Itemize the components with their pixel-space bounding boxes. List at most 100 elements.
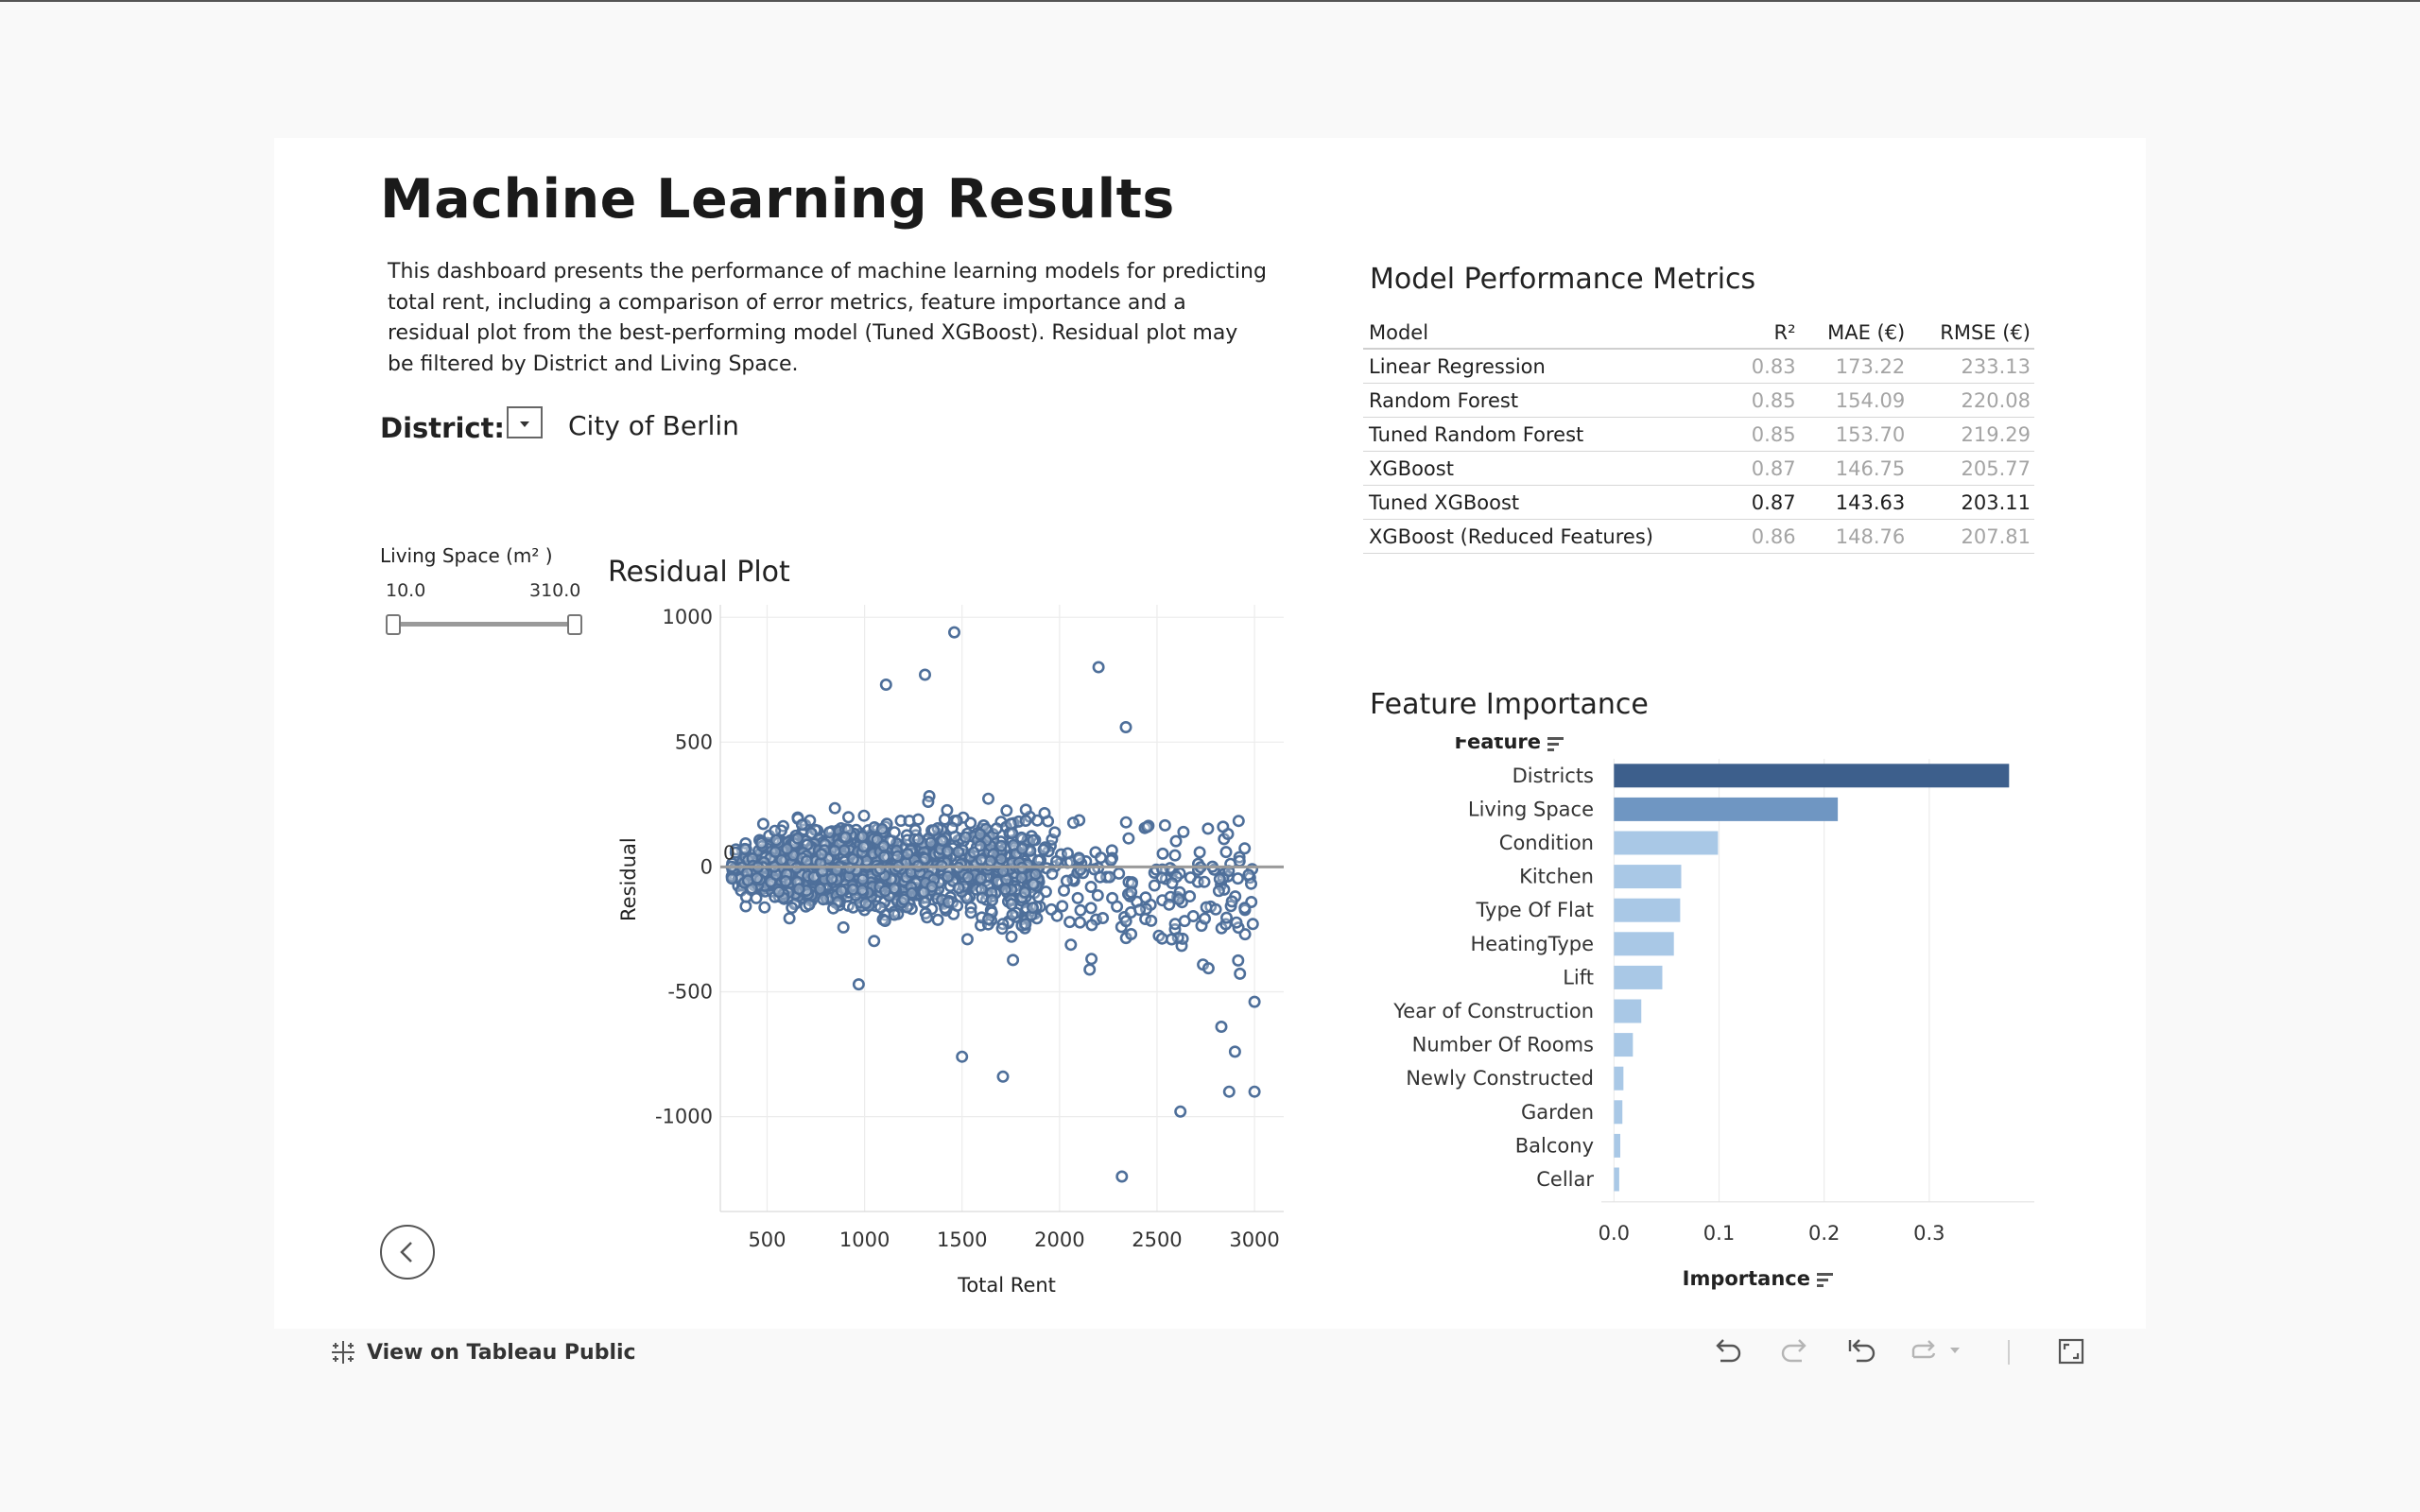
residual-point[interactable] xyxy=(1219,846,1233,859)
residual-point[interactable] xyxy=(911,813,925,826)
residual-point[interactable] xyxy=(1031,854,1045,868)
residual-point[interactable] xyxy=(1019,803,1032,816)
metrics-row[interactable]: Linear Regression 0.83 173.22 233.13 xyxy=(1363,349,2034,384)
residual-point[interactable] xyxy=(888,908,901,921)
residual-point[interactable] xyxy=(1248,1085,1261,1098)
residual-point[interactable] xyxy=(1031,890,1045,903)
residual-point[interactable] xyxy=(1155,871,1168,885)
residual-point[interactable] xyxy=(960,933,974,946)
residual-point[interactable] xyxy=(974,872,987,885)
residual-point[interactable] xyxy=(1106,891,1119,904)
residual-point[interactable] xyxy=(1026,902,1039,915)
residual-point[interactable] xyxy=(1139,891,1152,904)
sort-icon[interactable] xyxy=(1547,737,1564,751)
residual-point[interactable] xyxy=(1014,831,1028,844)
residual-point[interactable] xyxy=(846,883,859,896)
residual-point[interactable] xyxy=(959,831,972,844)
residual-point[interactable] xyxy=(1166,876,1179,889)
residual-point[interactable] xyxy=(1007,954,1020,967)
residual-point[interactable] xyxy=(1242,868,1255,882)
residual-point[interactable] xyxy=(804,827,818,840)
metrics-row[interactable]: Tuned Random Forest 0.85 153.70 219.29 xyxy=(1363,417,2034,452)
residual-point[interactable] xyxy=(1029,868,1043,881)
residual-point[interactable] xyxy=(874,901,888,914)
residual-point[interactable] xyxy=(1004,817,1017,831)
residual-point[interactable] xyxy=(1045,902,1058,916)
residual-point[interactable] xyxy=(1015,842,1028,855)
residual-point[interactable] xyxy=(1169,834,1183,848)
residual-point[interactable] xyxy=(828,844,841,857)
residual-point[interactable] xyxy=(921,911,934,924)
residual-point[interactable] xyxy=(878,914,891,927)
residual-point[interactable] xyxy=(1046,868,1059,881)
residual-point[interactable] xyxy=(786,902,799,915)
residual-point[interactable] xyxy=(859,897,873,910)
residual-point[interactable] xyxy=(1000,804,1013,817)
residual-point[interactable] xyxy=(1228,1045,1241,1058)
residual-point[interactable] xyxy=(1156,847,1169,860)
residual-point[interactable] xyxy=(1158,818,1171,832)
residual-point[interactable] xyxy=(1092,661,1105,674)
residual-point[interactable] xyxy=(1038,807,1051,820)
residual-point[interactable] xyxy=(878,885,891,898)
residual-point[interactable] xyxy=(756,817,769,831)
residual-point[interactable] xyxy=(1231,872,1244,885)
residual-point[interactable] xyxy=(1125,927,1138,940)
residual-point[interactable] xyxy=(783,912,796,925)
residual-point[interactable] xyxy=(1186,909,1200,922)
residual-point[interactable] xyxy=(998,883,1011,896)
residual-point[interactable] xyxy=(941,845,954,858)
residual-point[interactable] xyxy=(1074,903,1087,917)
residual-point[interactable] xyxy=(1049,854,1063,868)
residual-point[interactable] xyxy=(1133,903,1147,917)
residual-point[interactable] xyxy=(1219,911,1233,924)
feature-bar[interactable] xyxy=(1614,1033,1634,1057)
residual-point[interactable] xyxy=(1213,872,1226,885)
residual-point[interactable] xyxy=(835,885,848,898)
residual-point[interactable] xyxy=(1060,874,1073,887)
residual-point[interactable] xyxy=(1018,885,1031,899)
residual-point[interactable] xyxy=(1019,815,1032,828)
residual-point[interactable] xyxy=(1246,918,1259,931)
residual-point[interactable] xyxy=(1063,916,1077,929)
residual-point[interactable] xyxy=(1238,842,1252,855)
residual-point[interactable] xyxy=(976,891,989,904)
residual-point[interactable] xyxy=(1232,954,1245,967)
residual-point[interactable] xyxy=(1066,816,1080,830)
residual-point[interactable] xyxy=(754,836,768,850)
residual-point[interactable] xyxy=(897,893,910,906)
feature-bar[interactable] xyxy=(1614,831,1719,855)
residual-point[interactable] xyxy=(1119,721,1132,734)
residual-plot[interactable]: 500 1000 1500 2000 2500 3000 1000 500 0 -500 -1000… xyxy=(605,586,1305,1304)
residual-point[interactable] xyxy=(838,844,851,857)
residual-point[interactable] xyxy=(1184,871,1197,885)
residual-point[interactable] xyxy=(1201,962,1215,975)
residual-point[interactable] xyxy=(995,922,1009,936)
residual-point[interactable] xyxy=(1125,877,1138,890)
feature-bar[interactable] xyxy=(1614,1133,1621,1158)
back-button[interactable] xyxy=(380,1225,435,1280)
residual-point[interactable] xyxy=(952,846,965,859)
residual-point[interactable] xyxy=(800,854,813,868)
residual-point[interactable] xyxy=(750,891,763,904)
residual-point[interactable] xyxy=(852,978,865,991)
residual-point[interactable] xyxy=(837,920,850,934)
residual-point[interactable] xyxy=(994,839,1008,852)
residual-point[interactable] xyxy=(817,893,830,906)
residual-point[interactable] xyxy=(894,815,908,828)
residual-point[interactable] xyxy=(857,809,871,822)
residual-point[interactable] xyxy=(1030,814,1044,827)
residual-point[interactable] xyxy=(890,850,904,863)
residual-point[interactable] xyxy=(814,883,827,896)
residual-point[interactable] xyxy=(1071,891,1084,904)
residual-point[interactable] xyxy=(779,874,792,887)
metrics-row[interactable]: XGBoost 0.87 146.75 205.77 xyxy=(1363,451,2034,486)
residual-point[interactable] xyxy=(918,852,931,866)
residual-point[interactable] xyxy=(1234,967,1247,980)
residual-point[interactable] xyxy=(974,828,987,841)
residual-point[interactable] xyxy=(795,818,808,832)
residual-point[interactable] xyxy=(986,893,999,906)
residual-point[interactable] xyxy=(1155,932,1168,945)
residual-point[interactable] xyxy=(1140,820,1153,833)
fullscreen-icon[interactable] xyxy=(2056,1336,2086,1366)
